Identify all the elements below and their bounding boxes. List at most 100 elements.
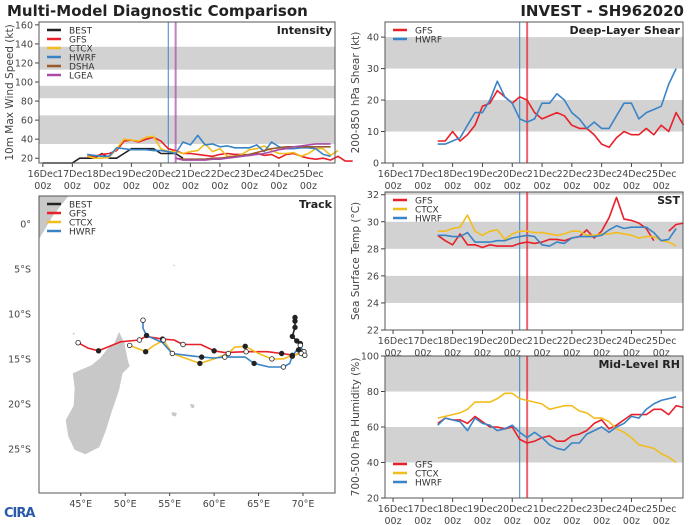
legend-label-ctcx: CTCX xyxy=(69,219,93,229)
x-tick-label-day: 17Dec xyxy=(408,169,438,180)
x-tick-label-day: 18Dec xyxy=(437,336,467,347)
x-tick-label-day: 20Dec xyxy=(497,169,527,180)
x-tick-label-day: 16Dec xyxy=(28,169,58,180)
track-point-gfs xyxy=(211,348,217,354)
track-panel: 45°E 50°E 55°E 60°E 65°E 70°E 0° 5°S 10°S 15°S 20°… xyxy=(8,195,336,510)
y-tick-label: 10 xyxy=(367,127,379,138)
y-tick-label: 160 xyxy=(15,20,33,31)
x-tick-label-day: 16Dec xyxy=(378,169,408,180)
y-tick-label: 60 xyxy=(367,423,379,434)
series-line-hwrf xyxy=(437,225,677,247)
reunion-island xyxy=(171,412,177,417)
x-tick-label-day: 21Dec xyxy=(527,169,557,180)
x-tick-label-day: 25Dec xyxy=(646,504,676,515)
rh-panel: 2040608010016Dec00z17Dec00z18Dec00z19Dec… xyxy=(350,352,684,525)
x-tick-label-hour: 00z xyxy=(593,181,610,192)
track-point-hwrf xyxy=(289,353,296,359)
x-tick-label-day: 20Dec xyxy=(497,336,527,347)
plot-frame xyxy=(384,191,684,331)
x-tick-label-hour: 00z xyxy=(414,348,431,359)
seychelles-island xyxy=(173,264,175,267)
track-point-gfs xyxy=(75,340,81,346)
x-tick-label-day: 17Dec xyxy=(408,336,438,347)
legend-label-hwrf: HWRF xyxy=(69,54,96,64)
x-tick-label-hour: 00z xyxy=(653,516,670,525)
legend-label-best: BEST xyxy=(69,27,93,37)
x-tick-label-day: 21Dec xyxy=(527,504,557,515)
track-point-best xyxy=(292,318,298,324)
x-tick-label-day: 22Dec xyxy=(557,336,587,347)
shaded-band xyxy=(39,115,335,144)
legend-label-hwrf: HWRF xyxy=(415,215,442,225)
x-tick-label-day: 22Dec xyxy=(557,169,587,180)
track-point-hwrf xyxy=(302,352,308,358)
x-tick-label-hour: 00z xyxy=(474,516,491,525)
x-tick-label-hour: 00z xyxy=(414,181,431,192)
y-tick-label: 120 xyxy=(15,58,33,69)
track-point-hwrf xyxy=(251,360,257,367)
x-tick-label-hour: 00z xyxy=(300,181,317,192)
y-tick-label: 26 xyxy=(367,271,379,282)
series-line-gfs xyxy=(437,196,684,249)
intensity-panel: 2040608010012014016016Dec00z17Dec00z18De… xyxy=(4,20,353,192)
legend-label-gfs: GFS xyxy=(415,27,433,37)
x-tick-label-day: 19Dec xyxy=(467,504,497,515)
series-line-ctcx xyxy=(437,392,677,464)
legend-label-gfs: GFS xyxy=(69,36,87,46)
x-tick-label-day: 24Dec xyxy=(616,336,646,347)
x-tick-label-day: 25Dec xyxy=(293,169,323,180)
track-point-gfs xyxy=(278,350,285,357)
series-line-dsha xyxy=(175,146,331,160)
x-tick-label-hour: 00z xyxy=(623,181,640,192)
x-tick-label-day: 19Dec xyxy=(467,336,497,347)
madagascar-landmass xyxy=(65,331,130,455)
x-tick-label-day: 23Dec xyxy=(586,169,616,180)
storm-title: INVEST - SH962020 xyxy=(520,2,684,20)
x-tick-label-hour: 00z xyxy=(182,181,199,192)
legend-label-hwrf: HWRF xyxy=(415,36,442,46)
x-tick-label-hour: 00z xyxy=(444,181,461,192)
x-tick-label-day: 25Dec xyxy=(646,336,676,347)
lon-tick-label: 65°E xyxy=(247,499,270,510)
lon-tick-label: 55°E xyxy=(158,499,181,510)
legend-label-gfs: GFS xyxy=(415,461,433,471)
x-tick-label-hour: 00z xyxy=(241,181,258,192)
x-tick-label-hour: 00z xyxy=(534,181,551,192)
y-tick-label: 100 xyxy=(361,352,379,363)
sst-panel: 22242628303216Dec00z17Dec00z18Dec00z19De… xyxy=(350,190,684,359)
lat-tick-label: 0° xyxy=(20,219,31,230)
legend-label-ctcx: CTCX xyxy=(415,470,439,480)
legend-label-gfs: GFS xyxy=(415,197,433,207)
shaded-band xyxy=(385,275,683,303)
x-tick-label-hour: 00z xyxy=(563,348,580,359)
track-point-ctcx xyxy=(126,342,133,349)
track-point-best xyxy=(295,347,302,353)
x-tick-label-day: 17Dec xyxy=(408,504,438,515)
legend-label-hwrf: HWRF xyxy=(69,228,96,238)
y-axis-label: 10m Max Wind Speed (kt) xyxy=(4,24,16,160)
y-tick-label: 40 xyxy=(367,33,379,44)
y-tick-label: 80 xyxy=(21,97,33,108)
x-tick-label-hour: 00z xyxy=(34,181,51,192)
y-tick-label: 32 xyxy=(367,190,379,201)
y-tick-label: 0 xyxy=(373,159,379,170)
x-tick-label-hour: 00z xyxy=(414,516,431,525)
panel-title: Deep-Layer Shear xyxy=(569,24,680,37)
track-point-ctcx xyxy=(269,356,275,362)
track-point-ctcx xyxy=(225,350,232,357)
y-tick-label: 60 xyxy=(21,116,33,127)
x-tick-label-hour: 00z xyxy=(534,348,551,359)
x-tick-label-day: 22Dec xyxy=(205,169,235,180)
y-tick-label: 40 xyxy=(21,135,33,146)
track-point-gfs xyxy=(180,341,186,348)
panel-title: SST xyxy=(657,194,680,207)
x-tick-label-hour: 00z xyxy=(444,348,461,359)
series-line-hwrf xyxy=(437,396,677,451)
y-tick-label: 140 xyxy=(15,39,33,50)
x-tick-label-hour: 00z xyxy=(385,348,402,359)
y-axis-label: Sea Surface Temp (°C) xyxy=(350,202,362,320)
x-tick-label-hour: 00z xyxy=(593,348,610,359)
track-point-best xyxy=(294,338,300,344)
comoros-island xyxy=(72,332,75,335)
